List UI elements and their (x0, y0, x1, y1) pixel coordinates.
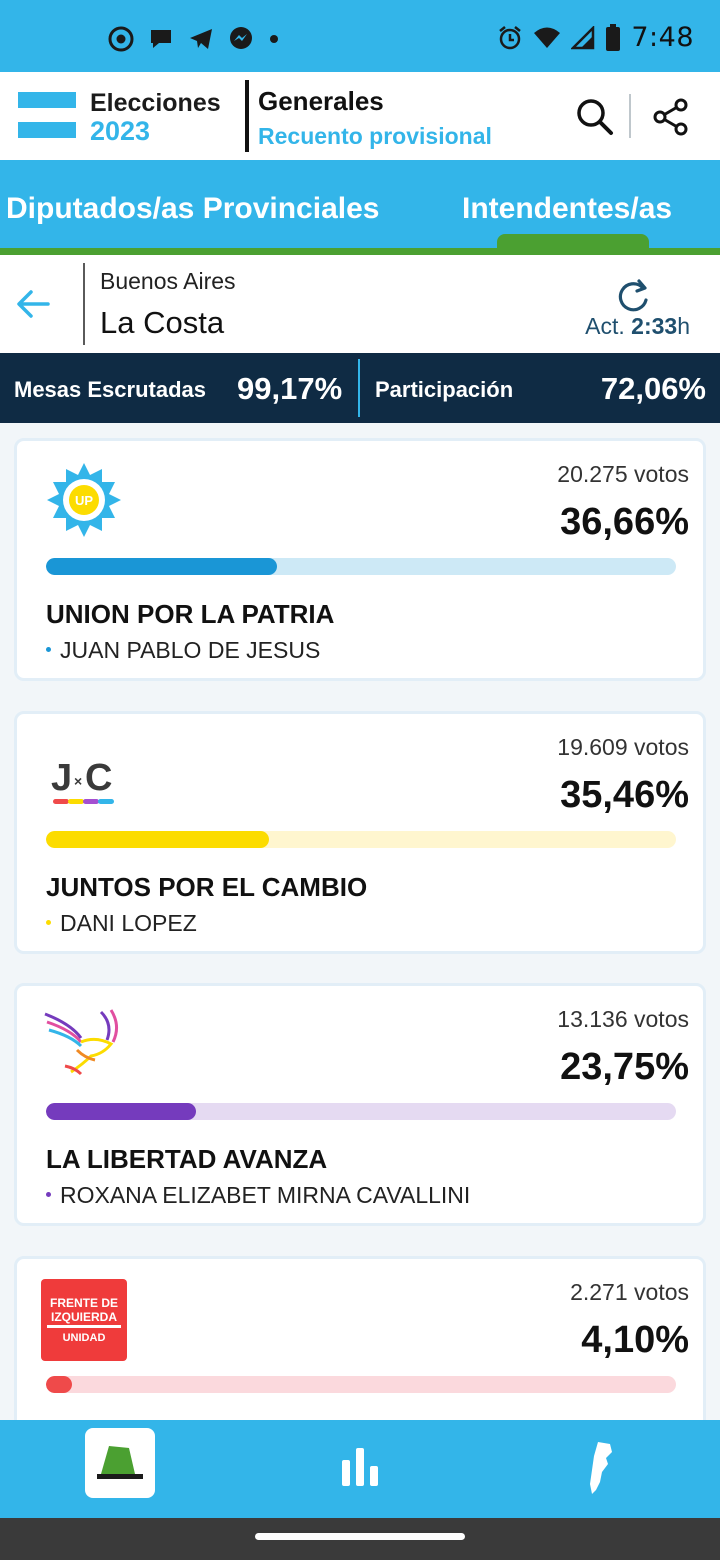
nav-ballot[interactable] (85, 1428, 155, 1498)
city-name: La Costa (100, 305, 225, 340)
votes-count: 19.609 votos (557, 734, 689, 760)
votes-count: 20.275 votos (557, 461, 689, 487)
party-name: UNION POR LA PATRIA (46, 599, 335, 629)
home-indicator[interactable] (255, 1533, 465, 1540)
last-update-prefix: Act. (585, 313, 625, 339)
frente-de-izquierda-logo: FRENTE DE IZQUIERDA UNIDAD (41, 1279, 127, 1361)
status-bar: 7:48 (0, 0, 720, 72)
brand-title: Elecciones (90, 89, 221, 117)
candidate-name: JUAN PABLO DE JESUS (46, 637, 320, 664)
dot-icon (270, 35, 278, 43)
candidate-dot (46, 647, 51, 653)
wifi-icon (534, 27, 561, 48)
logo-text-line3: UNIDAD (63, 1332, 106, 1344)
candidate-name-text: DANI LOPEZ (60, 910, 197, 936)
participacion-value: 72,06% (600, 371, 706, 406)
vote-percentage: 36,66% (560, 501, 689, 543)
svg-text:UP: UP (75, 493, 93, 508)
svg-text:C: C (85, 757, 112, 799)
tabs-underline (0, 248, 720, 255)
juntos-por-el-cambio-logo: J × C (51, 757, 114, 804)
brand: Elecciones 2023 (90, 89, 221, 145)
battery-icon (606, 23, 621, 51)
tab-intendentes[interactable]: Intendentes/as (462, 192, 673, 225)
vote-share-fill (46, 1103, 196, 1120)
vote-percentage: 35,46% (560, 774, 689, 816)
votes-count: 2.271 votos (570, 1279, 689, 1305)
la-libertad-avanza-logo (44, 1009, 118, 1076)
chat-icon (151, 30, 171, 48)
bottom-navigation (0, 1420, 720, 1518)
header-separator (629, 94, 631, 138)
chrome-icon (108, 26, 134, 52)
vote-percentage: 4,10% (581, 1319, 689, 1361)
last-update-time: 2:33 (631, 313, 678, 339)
stats-bar: Mesas Escrutadas 99,17% Participación 72… (0, 353, 720, 423)
result-card[interactable]: UP 20.275 votos 36,66% UNION POR LA PATR… (14, 438, 706, 681)
bar-chart-icon[interactable] (338, 1446, 382, 1486)
votes-count: 13.136 votos (557, 1006, 689, 1032)
election-info: Generales Recuento provisional (258, 86, 492, 150)
alarm-icon (499, 25, 522, 49)
system-home-bar (0, 1518, 720, 1560)
brand-year: 2023 (90, 116, 151, 146)
candidate-dot (46, 1192, 51, 1198)
refresh-icon[interactable] (615, 279, 653, 315)
clock: 7:48 (631, 22, 694, 53)
province-name: Buenos Aires (100, 268, 236, 294)
location-bar: Buenos Aires La Costa Act. 2:33h (0, 255, 720, 353)
candidate-name: ROXANA ELIZABET MIRNA CAVALLINI (46, 1182, 470, 1209)
logo-text-line2: IZQUIERDA (51, 1310, 117, 1324)
vote-share-fill (46, 1376, 72, 1393)
participacion-label: Participación (375, 377, 514, 402)
vote-share-bar (46, 1103, 676, 1120)
svg-text:J: J (51, 757, 72, 799)
location-divider (83, 263, 85, 345)
result-card[interactable]: 13.136 votos 23,75% LA LIBERTAD AVANZA R… (14, 983, 706, 1226)
tab-diputados-provinciales[interactable]: Diputados/as Provinciales (6, 192, 380, 225)
vote-share-bar (46, 831, 676, 848)
last-update: Act. 2:33h (585, 313, 690, 340)
logo-text-line1: FRENTE DE (50, 1296, 118, 1310)
share-icon[interactable] (652, 98, 690, 136)
candidate-name: DANI LOPEZ (46, 910, 197, 937)
union-por-la-patria-logo: UP (47, 463, 121, 537)
messenger-icon (230, 27, 252, 49)
candidate-name-text: JUAN PABLO DE JESUS (60, 637, 321, 663)
flag-logo-icon (18, 92, 76, 140)
result-card[interactable]: J × C 19.609 votos 35,46% JUNTOS POR EL … (14, 711, 706, 954)
stats-divider (358, 359, 360, 417)
signal-icon (571, 25, 595, 49)
argentina-map-icon[interactable] (584, 1440, 616, 1496)
candidate-dot (46, 920, 51, 926)
vote-share-fill (46, 831, 270, 848)
app-header: Elecciones 2023 Generales Recuento provi… (0, 72, 720, 160)
ballot-icon (97, 1446, 143, 1479)
notification-icons (108, 26, 280, 52)
last-update-suffix: h (677, 313, 690, 339)
header-divider (245, 80, 249, 152)
search-icon[interactable] (574, 96, 614, 136)
svg-text:×: × (74, 773, 82, 789)
mesas-escrutadas-value: 99,17% (237, 371, 343, 406)
vote-share-fill (46, 558, 277, 575)
election-subtitle: Recuento provisional (258, 123, 492, 149)
vote-percentage: 23,75% (560, 1046, 689, 1088)
system-icons: 7:48 (497, 22, 694, 53)
category-tabs: Diputados/as Provinciales Intendentes/as (0, 160, 720, 248)
active-tab-indicator (497, 234, 649, 248)
party-name: LA LIBERTAD AVANZA (46, 1144, 328, 1174)
election-title: Generales (258, 86, 384, 116)
candidate-name-text: ROXANA ELIZABET MIRNA CAVALLINI (60, 1182, 471, 1208)
mesas-escrutadas-label: Mesas Escrutadas (14, 377, 206, 402)
party-name: JUNTOS POR EL CAMBIO (46, 872, 368, 902)
vote-share-bar (46, 558, 676, 575)
back-arrow-icon[interactable] (16, 287, 50, 321)
vote-share-bar (46, 1376, 676, 1393)
telegram-icon (190, 29, 212, 49)
